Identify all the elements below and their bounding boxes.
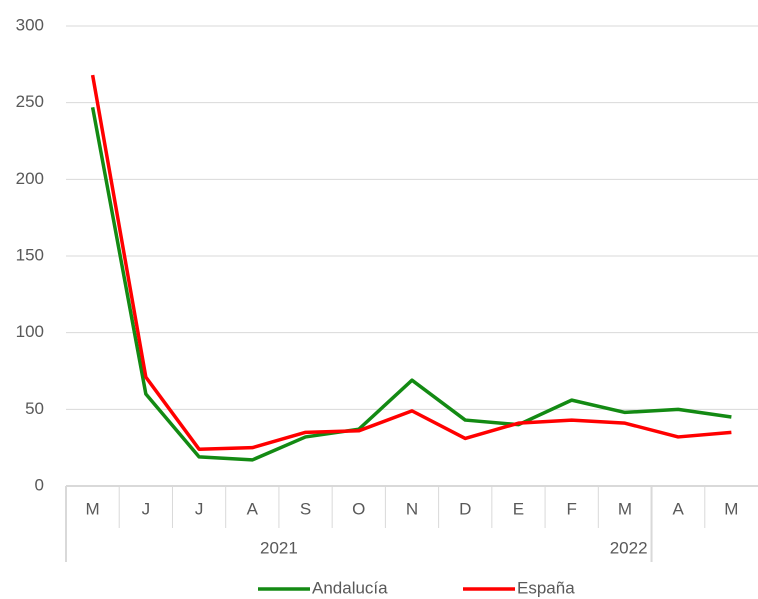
x-tick-label: M bbox=[724, 499, 738, 518]
x-tick-label: S bbox=[300, 499, 311, 518]
series-line bbox=[90, 74, 732, 451]
x-tick-label: D bbox=[459, 499, 471, 518]
x-tick-label: J bbox=[195, 499, 204, 518]
group-label: 2022 bbox=[610, 538, 648, 557]
x-tick-label: N bbox=[406, 499, 418, 518]
x-tick-label: J bbox=[142, 499, 151, 518]
series-line bbox=[90, 106, 732, 462]
x-tick-label: A bbox=[247, 499, 259, 518]
x-tick-label: E bbox=[513, 499, 524, 518]
legend-label: España bbox=[517, 578, 575, 597]
legend-label: Andalucía bbox=[312, 578, 388, 597]
x-tick-label: M bbox=[618, 499, 632, 518]
y-tick-label: 150 bbox=[16, 245, 44, 264]
y-tick-label: 0 bbox=[35, 475, 44, 494]
x-tick-label: F bbox=[566, 499, 576, 518]
y-tick-label: 100 bbox=[16, 322, 44, 341]
x-tick-label: O bbox=[352, 499, 365, 518]
group-label: 2021 bbox=[260, 538, 298, 557]
x-tick-label: A bbox=[672, 499, 684, 518]
y-tick-label: 300 bbox=[16, 15, 44, 34]
y-tick-label: 200 bbox=[16, 169, 44, 188]
y-tick-label: 250 bbox=[16, 92, 44, 111]
y-tick-label: 50 bbox=[25, 399, 44, 418]
x-tick-label: M bbox=[86, 499, 100, 518]
